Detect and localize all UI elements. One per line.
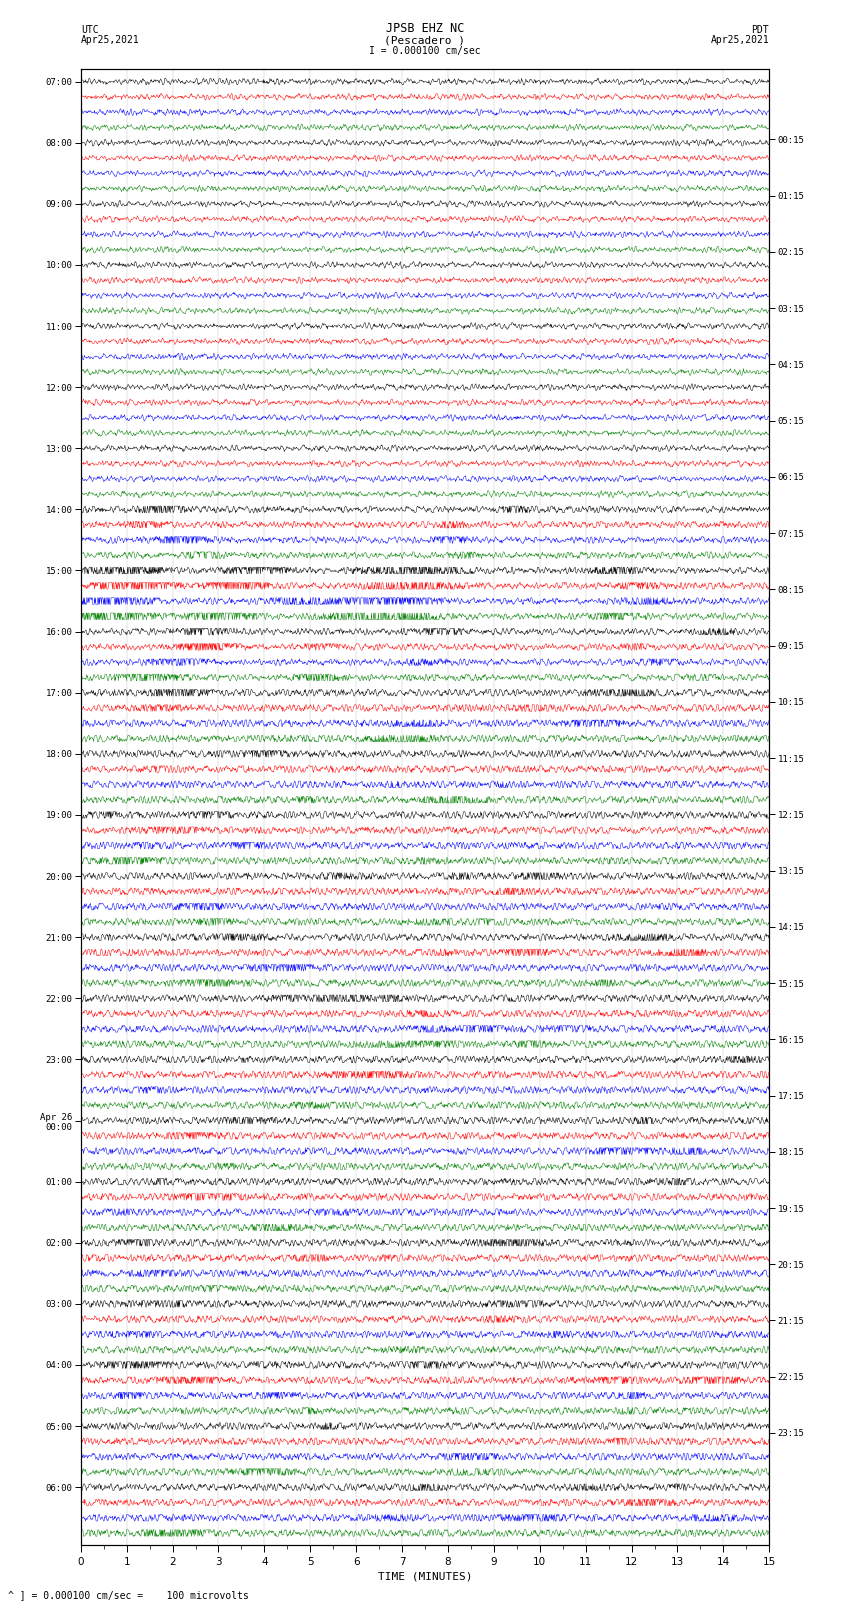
Text: Apr25,2021: Apr25,2021 bbox=[711, 35, 769, 45]
X-axis label: TIME (MINUTES): TIME (MINUTES) bbox=[377, 1571, 473, 1581]
Text: (Pescadero ): (Pescadero ) bbox=[384, 35, 466, 45]
Text: JPSB EHZ NC: JPSB EHZ NC bbox=[386, 21, 464, 35]
Text: Apr25,2021: Apr25,2021 bbox=[81, 35, 139, 45]
Text: I = 0.000100 cm/sec: I = 0.000100 cm/sec bbox=[369, 45, 481, 56]
Text: PDT: PDT bbox=[751, 24, 769, 35]
Text: ^ ] = 0.000100 cm/sec =    100 microvolts: ^ ] = 0.000100 cm/sec = 100 microvolts bbox=[8, 1590, 249, 1600]
Text: UTC: UTC bbox=[81, 24, 99, 35]
